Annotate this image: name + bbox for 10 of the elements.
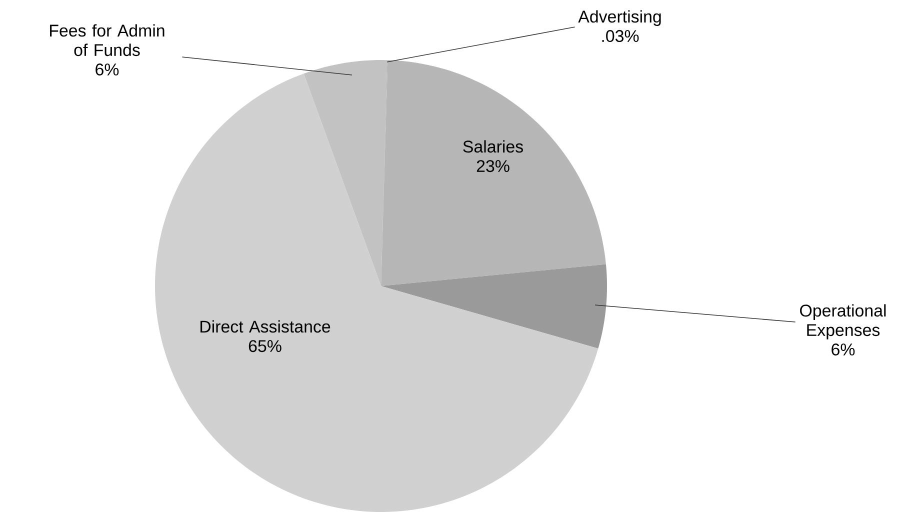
data-label: 65% — [248, 340, 282, 352]
data-label: .03% — [602, 30, 639, 42]
slice-label: Fees for Admin of Funds — [50, 24, 164, 56]
data-label: 6% — [832, 343, 855, 356]
slice-label: Operational Expenses — [800, 304, 886, 340]
slice-label: Advertising — [578, 10, 661, 26]
slice-label: Direct Assistance — [200, 320, 330, 333]
slice-label: Salaries — [463, 140, 523, 153]
data-label: 23% — [476, 160, 510, 172]
data-label: 6% — [96, 63, 119, 76]
